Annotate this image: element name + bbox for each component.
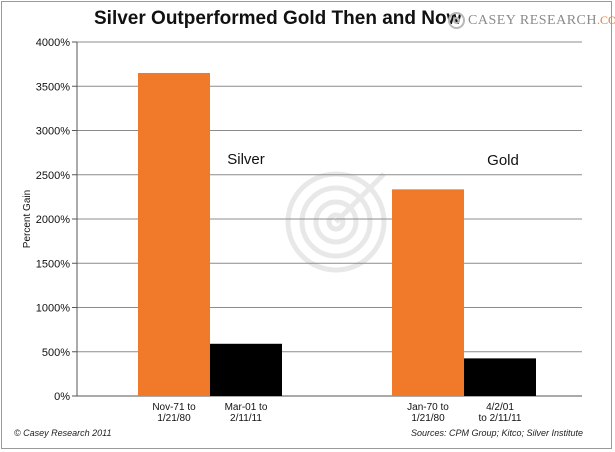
bar-silver-then bbox=[138, 72, 210, 396]
logo-brand: CASEY RESEARCH bbox=[468, 12, 598, 28]
bar-gold-now bbox=[464, 358, 536, 396]
y-tick-label: 0% bbox=[54, 391, 70, 403]
x-tick-label: Mar-01 to 2/11/11 bbox=[225, 402, 268, 424]
bar-silver-now bbox=[210, 343, 282, 396]
copyright-note: © Casey Research 2011 bbox=[14, 428, 112, 438]
target-swirl-icon bbox=[448, 12, 465, 29]
y-tick-label: 4000% bbox=[36, 37, 70, 49]
group-names: Silver Gold bbox=[227, 151, 519, 169]
x-axis-labels: Nov-71 to 1/21/80 Mar-01 to 2/11/11 Jan-70 t… bbox=[152, 402, 522, 424]
bars bbox=[138, 72, 536, 396]
y-tick-label: 1500% bbox=[36, 258, 70, 270]
group-label-gold: Gold bbox=[487, 152, 519, 169]
y-tick-label: 1000% bbox=[36, 303, 70, 315]
chart-title: Silver Outperformed Gold Then and Now bbox=[94, 8, 462, 29]
y-tick-label: 500% bbox=[42, 347, 70, 359]
x-tick-label: Jan-70 to 1/21/80 bbox=[407, 402, 449, 424]
x-tick-label: 4/2/01 to 2/11/11 bbox=[479, 402, 522, 424]
casey-research-logo: CASEY RESEARCH.COM bbox=[448, 12, 615, 29]
y-tick-label: 3000% bbox=[36, 126, 70, 138]
bar-gold-then bbox=[392, 189, 464, 396]
logo-domain-suffix: .COM bbox=[597, 12, 615, 27]
group-label-silver: Silver bbox=[227, 151, 265, 168]
x-tick-label: Nov-71 to 1/21/80 bbox=[152, 402, 196, 424]
y-tick-label: 2000% bbox=[36, 214, 70, 226]
y-tick-label: 3500% bbox=[36, 81, 70, 93]
y-axis-ticks: 0% 500% 1000% 1500% 2000% 2500% 3000% 3500% 4000… bbox=[36, 37, 582, 403]
y-tick-label: 2500% bbox=[36, 170, 70, 182]
y-axis-label: Percent Gain bbox=[22, 190, 33, 248]
watermark-swirl-icon bbox=[285, 171, 387, 273]
sources-note: Sources: CPM Group; Kitco; Silver Instit… bbox=[411, 428, 584, 438]
